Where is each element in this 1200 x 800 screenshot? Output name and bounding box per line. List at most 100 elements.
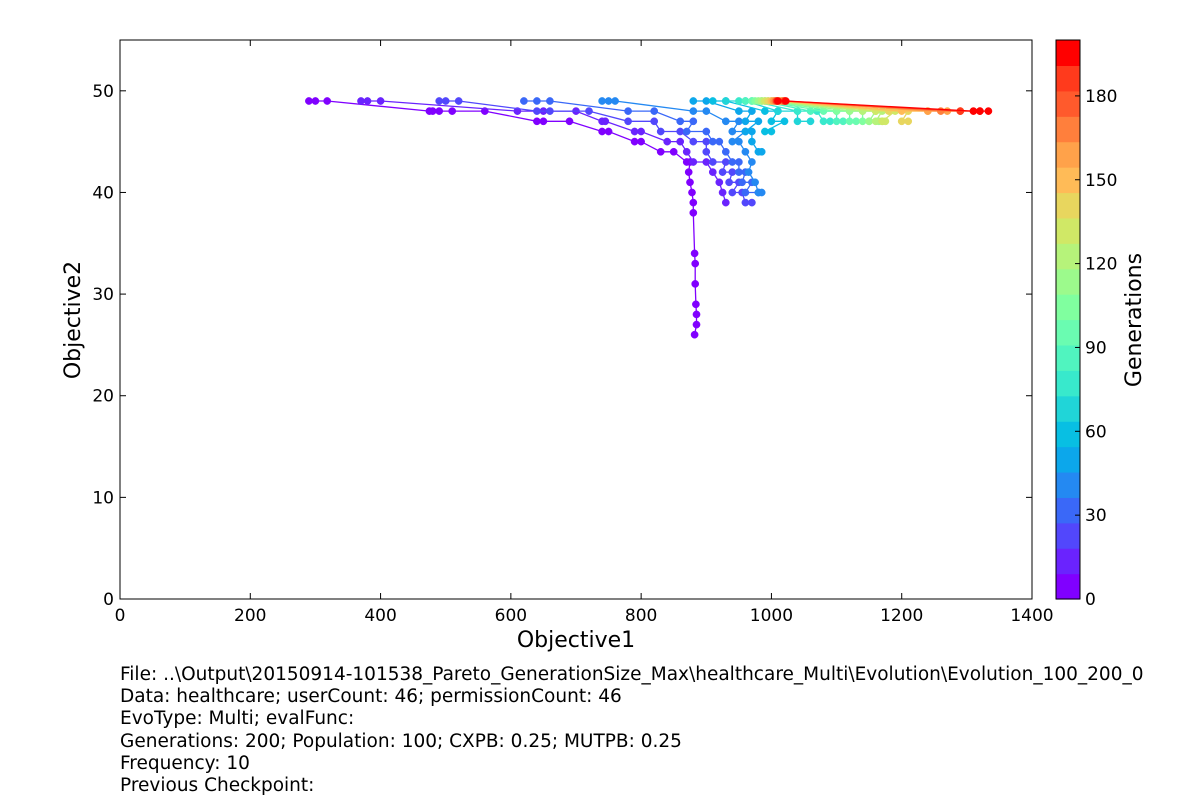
data-point [598, 127, 606, 136]
info-file: File: ..\Output\20150914-101538_Pareto_G… [120, 664, 1144, 685]
series-gen-10 [357, 97, 730, 207]
data-point [819, 117, 828, 126]
colorbar-segment [1056, 548, 1080, 575]
data-point [305, 97, 313, 105]
data-point [832, 117, 841, 126]
data-point [692, 300, 700, 309]
colorbar-segment [1056, 446, 1080, 473]
data-point [689, 137, 698, 146]
data-point [546, 97, 554, 105]
data-point [718, 168, 727, 176]
data-point [708, 158, 717, 166]
data-point [741, 188, 750, 197]
data-point [748, 137, 756, 146]
data-point [689, 158, 698, 166]
x-tick-label: 400 [364, 606, 396, 626]
colorbar-tick-label: 30 [1085, 506, 1107, 526]
colorbar-segment [1056, 421, 1080, 448]
data-point [969, 107, 978, 115]
series-gen-200 [774, 97, 993, 115]
data-point [715, 137, 724, 146]
y-tick-label: 40 [92, 183, 114, 203]
colorbar-segment [1056, 65, 1080, 92]
plot-frame [119, 39, 1033, 600]
data-point [684, 168, 693, 176]
x-tick-label: 1200 [880, 606, 923, 626]
data-point [767, 127, 776, 136]
data-point [702, 147, 711, 156]
data-point [435, 107, 444, 115]
data-point [728, 158, 737, 166]
data-point [650, 117, 659, 126]
data-point [692, 320, 701, 329]
data-point [781, 97, 790, 105]
data-point [311, 97, 320, 105]
series-line [308, 100, 698, 335]
data-point [689, 97, 698, 105]
colorbar-tick-label: 90 [1085, 338, 1107, 358]
data-point [702, 158, 711, 166]
data-point [748, 198, 756, 207]
data-point [676, 137, 685, 146]
data-point [611, 97, 619, 105]
data-point [656, 147, 665, 156]
data-point [721, 117, 730, 126]
data-point [604, 127, 613, 136]
data-point [767, 117, 776, 126]
colorbar-segment [1056, 192, 1080, 219]
data-point [454, 97, 463, 105]
data-point [845, 117, 854, 126]
y-tick-label: 30 [92, 285, 114, 305]
data-point [520, 97, 528, 105]
data-point [363, 97, 372, 105]
data-point [669, 147, 678, 156]
colorbar-tick-label: 60 [1085, 422, 1107, 442]
data-point [689, 208, 698, 217]
colorbar-segment [1056, 395, 1080, 422]
data-point [533, 107, 541, 115]
colorbar-segment [1056, 116, 1080, 143]
data-point [748, 127, 756, 136]
colorbar-segment [1056, 319, 1080, 346]
colorbar-tick-label: 120 [1085, 255, 1117, 275]
data-point [806, 117, 815, 126]
data-point [761, 107, 769, 115]
data-point [748, 158, 756, 166]
data-point [721, 198, 730, 207]
data-point [852, 117, 860, 126]
data-point [865, 117, 873, 126]
data-point [637, 137, 645, 146]
data-point [735, 107, 743, 115]
data-point [702, 127, 711, 136]
data-point [702, 137, 711, 146]
data-point [721, 97, 730, 105]
data-point [565, 117, 574, 126]
data-point [682, 147, 691, 156]
colorbar-segment [1056, 90, 1080, 117]
data-point [738, 178, 746, 187]
data-point [744, 168, 753, 176]
colorbar-segment [1056, 522, 1080, 549]
data-point [546, 107, 554, 115]
data-point [774, 107, 782, 115]
data-point [793, 117, 802, 126]
data-point [708, 97, 717, 105]
data-point [598, 97, 606, 105]
data-point [984, 107, 993, 115]
y-axis-label: Objective2 [61, 261, 86, 379]
x-tick-label: 600 [495, 606, 527, 626]
data-point [682, 127, 691, 136]
colorbar: 0 30 60 90 120 150 180 [1055, 39, 1117, 610]
run-info: File: ..\Output\20150914-101538_Pareto_G… [120, 664, 1200, 797]
data-point [539, 117, 548, 126]
y-tick-label: 50 [92, 82, 114, 102]
series-gen-50 [689, 97, 766, 156]
data-point [754, 117, 763, 126]
data-point [441, 97, 450, 105]
data-point [708, 137, 717, 146]
data-point [728, 188, 737, 197]
data-point [323, 97, 332, 105]
y-tick-label: 20 [92, 387, 114, 407]
data-point [735, 137, 743, 146]
data-point [357, 97, 365, 105]
